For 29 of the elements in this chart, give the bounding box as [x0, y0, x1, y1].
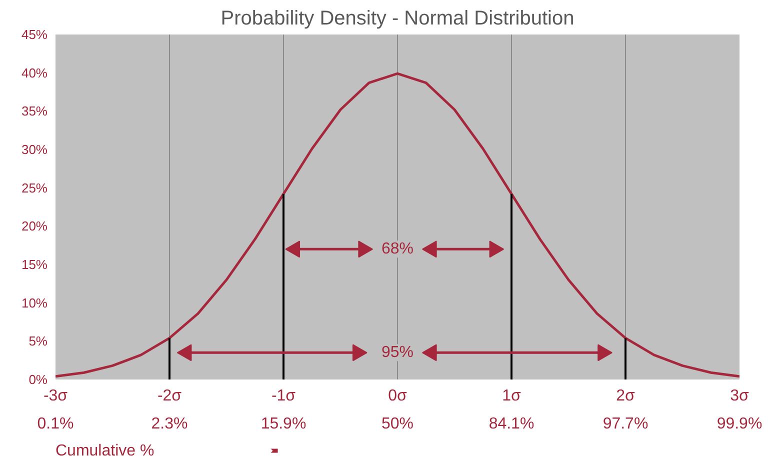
x-tick-label: 1σ: [502, 388, 522, 404]
x-tick-label: -2σ: [157, 388, 182, 404]
text: 15.9%: [260, 416, 306, 432]
x-tick-label: -1σ: [271, 388, 296, 404]
y-tick-label: 30%: [21, 142, 48, 157]
y-tick-label: 20%: [21, 218, 48, 234]
y-tick-label: 5%: [28, 334, 48, 349]
y-tick-label: 45%: [21, 27, 48, 42]
y-tick-label: 10%: [21, 295, 48, 310]
text: 84.1%: [488, 416, 534, 432]
x-tick-label: 3σ: [730, 388, 750, 404]
y-tick-label: 0%: [28, 372, 48, 387]
text: 97.7%: [602, 416, 648, 432]
y-tick-label: 15%: [21, 257, 48, 272]
y-tick-label: 40%: [21, 65, 48, 80]
x-tick-label: 2σ: [616, 388, 636, 404]
text: 50%: [381, 416, 414, 432]
annotation: 68%: [381, 240, 414, 258]
text: 0.1%: [37, 416, 74, 432]
text: 99.9%: [716, 416, 762, 432]
line-series: [56, 72, 740, 378]
x-axis-title: Cumulative %: [56, 442, 154, 460]
chart-title: Probability Density - Normal Distribution: [220, 8, 574, 30]
x-tick-label: 0σ: [388, 388, 408, 404]
y-tick-label: 25%: [21, 180, 48, 196]
text: 2.3%: [151, 416, 188, 432]
annotation: 95%: [381, 344, 414, 362]
y-tick-label: 35%: [21, 104, 48, 119]
x-tick-label: -3σ: [43, 388, 68, 404]
